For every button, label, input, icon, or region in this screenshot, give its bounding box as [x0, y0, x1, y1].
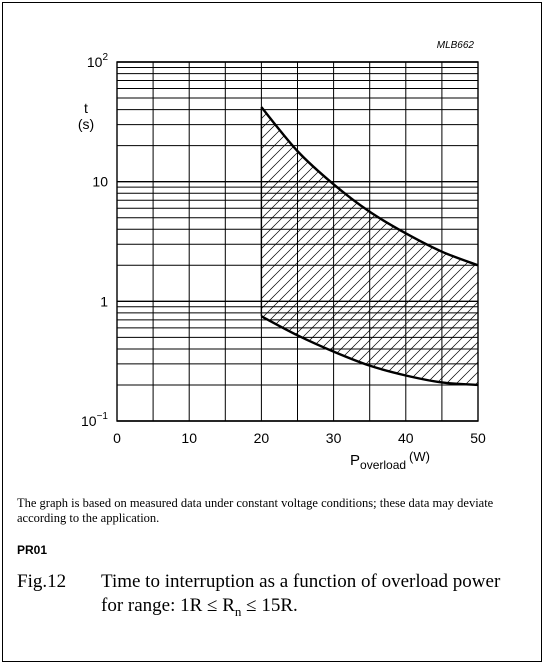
x-tick-label: 20 [254, 430, 270, 446]
figure-number: Fig.12 [17, 571, 67, 592]
x-axis-label-sub: overload [360, 458, 406, 472]
y-tick-base: 10 [92, 174, 108, 190]
product-code: PR01 [17, 543, 48, 557]
lower-boundary-curve [260, 315, 479, 387]
x-axis-label: Poverload(W) [350, 449, 430, 472]
y-tick-label: 10−1 [81, 411, 108, 429]
x-tick-label: 40 [398, 430, 414, 446]
y-axis-label: t [84, 100, 88, 116]
measurement-note: The graph is based on measured data unde… [17, 496, 494, 525]
y-tick-exponent: 2 [102, 52, 108, 63]
x-tick-label: 50 [470, 430, 486, 446]
figure-caption-text: Time to interruption as a function of ov… [101, 570, 521, 624]
plot-border [116, 61, 479, 422]
y-axis-unit: (s) [78, 116, 94, 132]
x-tick-label: 0 [113, 430, 121, 446]
y-tick-exponent: −1 [97, 411, 109, 422]
chart-code: MLB662 [437, 40, 475, 51]
y-tick-base: 10 [81, 413, 97, 429]
y-tick-base: 1 [100, 293, 108, 309]
x-axis-label-main: P [350, 452, 360, 469]
caption-subscript: n [234, 603, 242, 619]
x-axis-label-unit: (W) [409, 449, 430, 464]
caption-main: Time to interruption as a function of ov… [101, 571, 501, 616]
x-tick-label: 30 [326, 430, 342, 446]
y-tick-label: 10 [92, 174, 108, 190]
caption-end: ≤ 15R. [241, 595, 298, 616]
y-tick-label: 102 [87, 52, 109, 70]
y-tick-label: 1 [100, 293, 108, 309]
y-tick-base: 10 [87, 54, 103, 70]
interruption-region [261, 107, 478, 385]
x-tick-label: 10 [181, 430, 197, 446]
upper-boundary-curve [260, 106, 479, 267]
figure-caption: Fig.12 Time to interruption as a function… [17, 570, 521, 624]
